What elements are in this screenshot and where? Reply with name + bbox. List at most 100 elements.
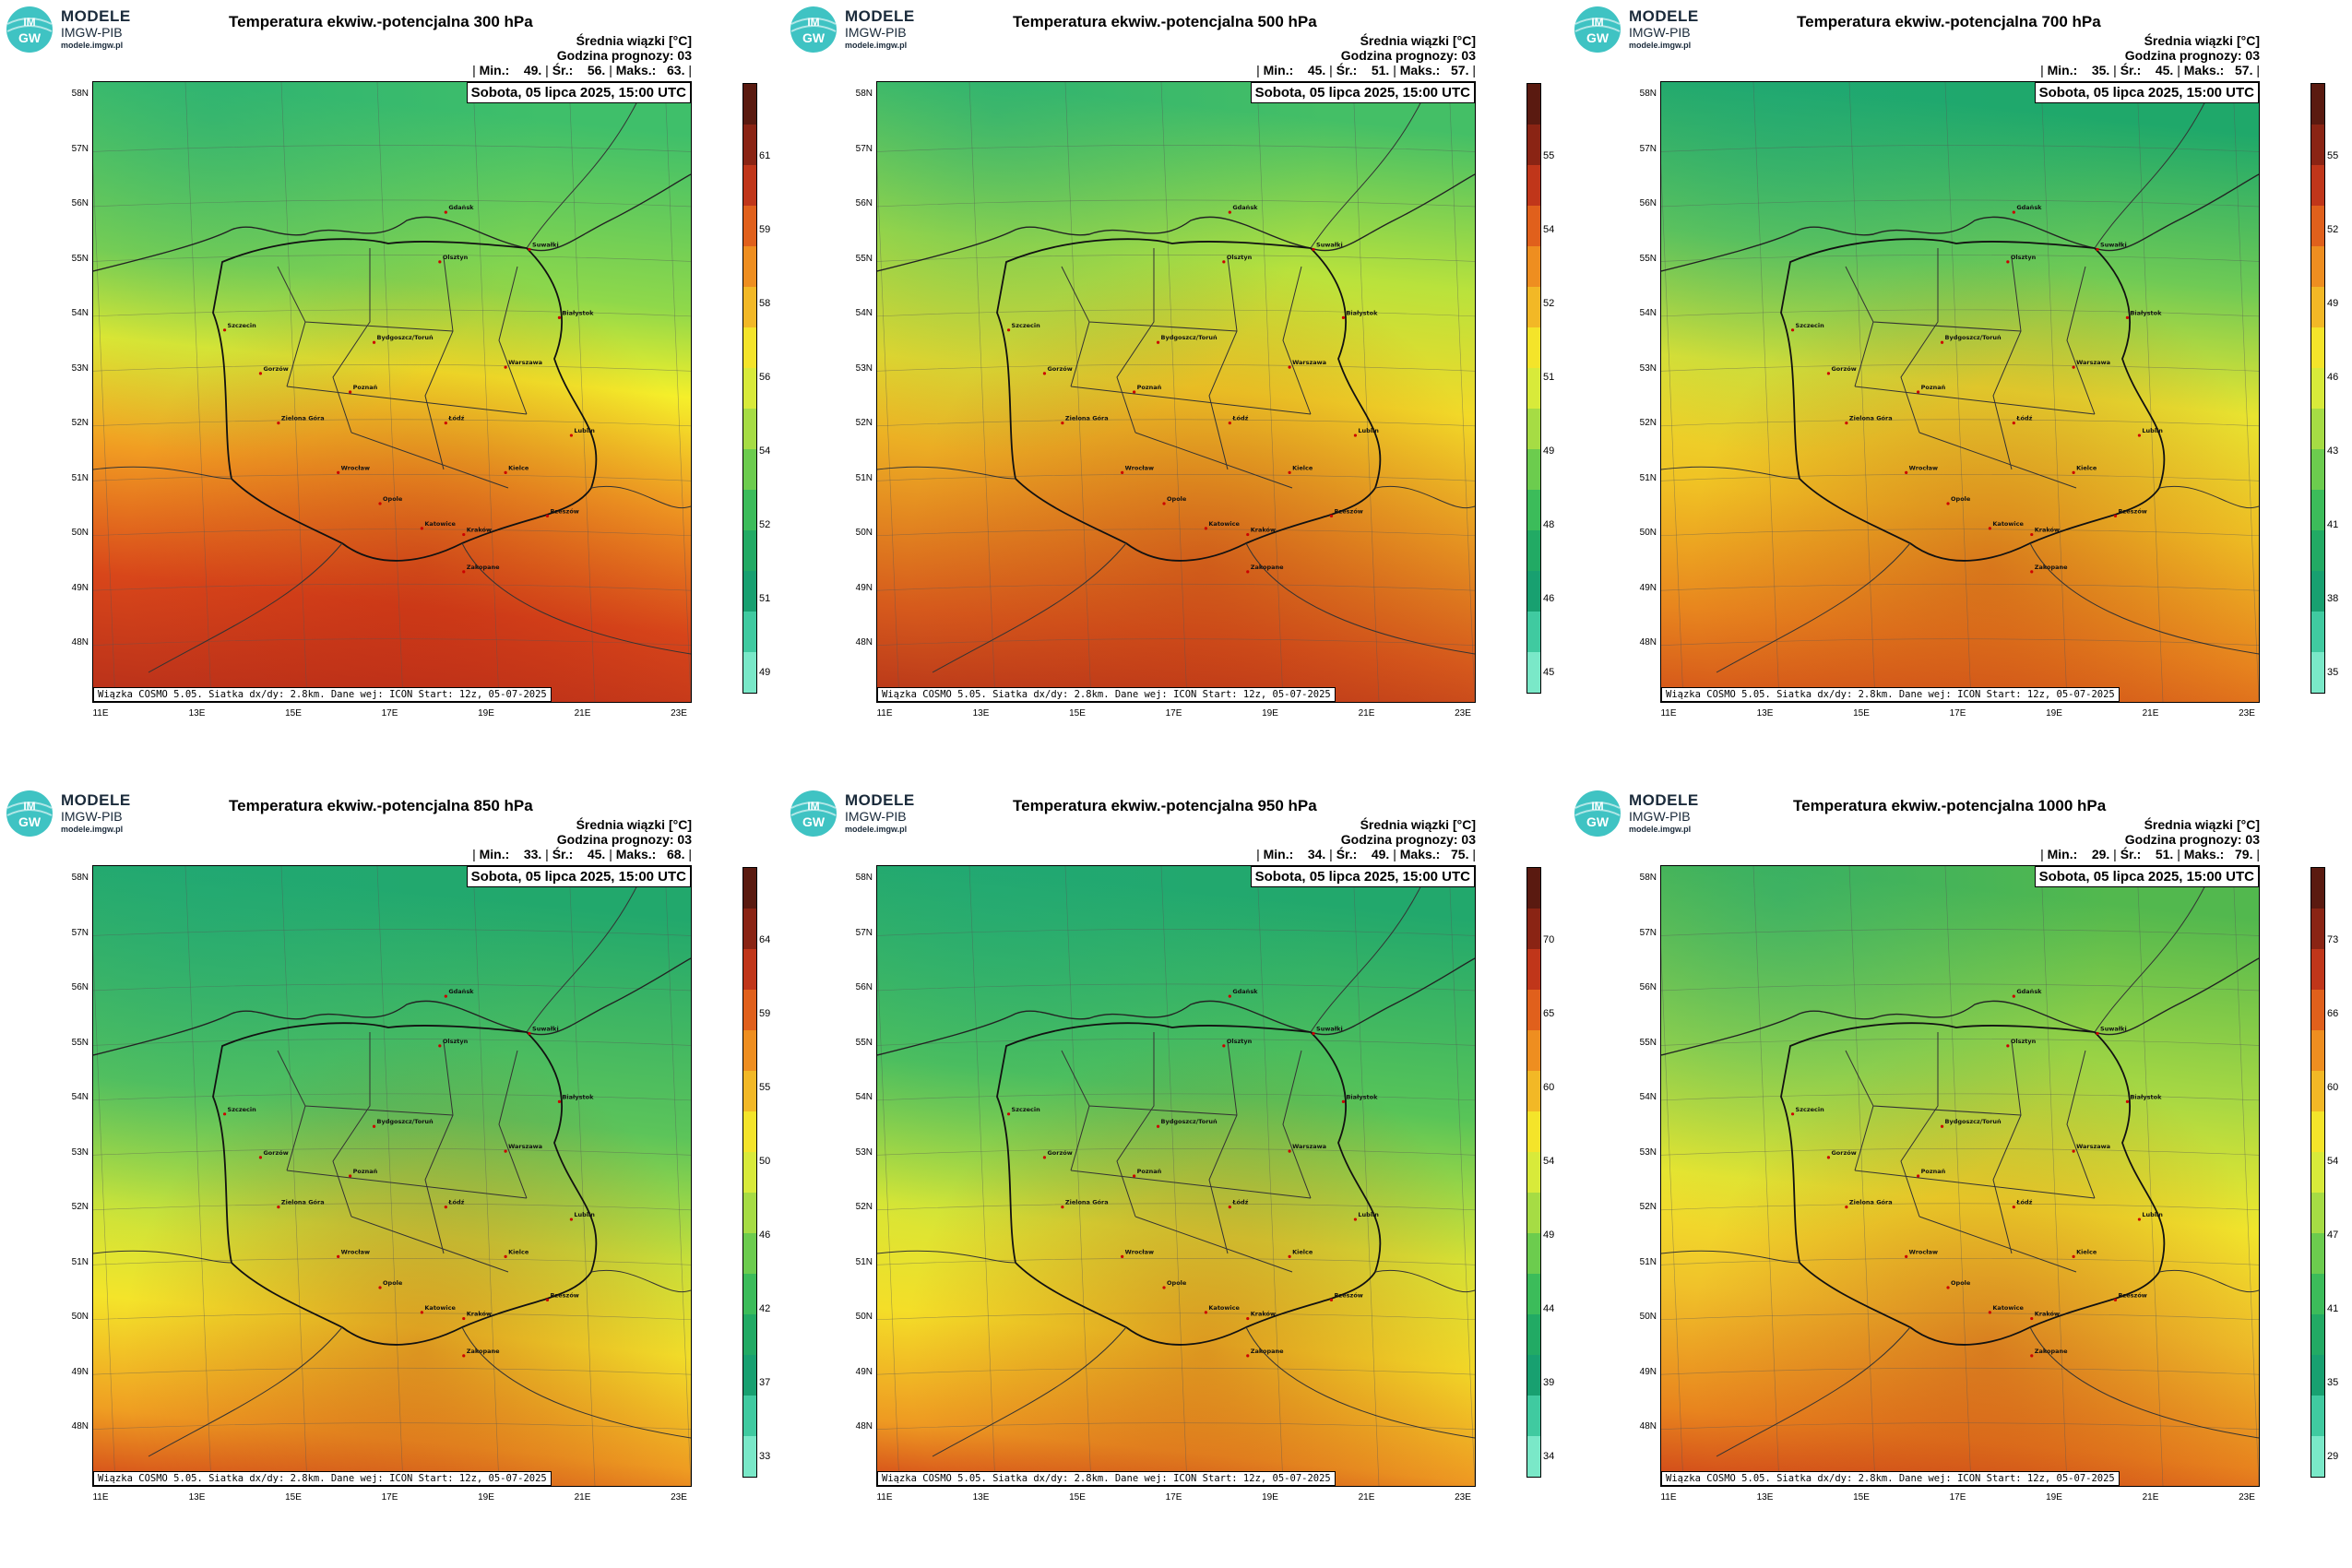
colorbar-label: 64 xyxy=(759,934,771,945)
graticule-line xyxy=(877,364,1475,372)
city-marker xyxy=(504,365,507,369)
colorbar-label: 52 xyxy=(2327,224,2339,235)
latitude-label: 50N xyxy=(71,528,89,538)
city-marker xyxy=(349,390,352,394)
panel-title: Temperatura ekwiw.-potencjalna 700 hPa xyxy=(1797,13,2101,30)
graticule-line xyxy=(877,929,1475,936)
longitude-label: 13E xyxy=(1756,708,1774,719)
city-marker xyxy=(1905,470,1908,474)
logo-mark: IM xyxy=(23,16,35,29)
imgw-logo-icon: IMGW xyxy=(790,6,837,53)
city-marker xyxy=(545,514,550,517)
city-label: Białystok xyxy=(1346,309,1378,316)
graticule-line xyxy=(1944,866,1972,1486)
city-label: Gdańsk xyxy=(448,988,474,995)
colorbar xyxy=(742,83,757,694)
logo-mark: IM xyxy=(807,800,819,813)
latitude-label: 56N xyxy=(855,982,873,992)
city-marker xyxy=(1288,365,1291,369)
city-label: Opole xyxy=(1167,495,1187,503)
city-marker xyxy=(1905,1254,1908,1258)
city-marker xyxy=(569,1218,574,1221)
city-label: Poznań xyxy=(1137,384,1162,391)
map-canvas: Gdańsk Olsztyn Suwałki Szczecin Bydgoszcz/To… xyxy=(92,865,692,1487)
city-marker xyxy=(1006,328,1011,332)
graticule-line xyxy=(93,947,116,1486)
city-label: Bydgoszcz/Toruń xyxy=(377,1118,434,1125)
city-label: Lublin xyxy=(2142,427,2163,434)
city-label: Olsztyn xyxy=(1227,1038,1253,1045)
colorbar-segment xyxy=(743,1030,756,1072)
latitude-label: 57N xyxy=(71,143,89,154)
graticule-line xyxy=(2040,866,2068,1486)
city-label: Białystok xyxy=(2130,309,2162,316)
city-marker xyxy=(1312,247,1315,252)
latitude-label: 53N xyxy=(1639,1146,1657,1158)
city-marker xyxy=(2072,470,2075,474)
city-marker xyxy=(504,470,507,474)
colorbar xyxy=(1526,867,1541,1478)
colorbar-segment xyxy=(2311,1355,2324,1396)
colorbar-label: 49 xyxy=(1543,445,1555,457)
colorbar-label: 73 xyxy=(2327,934,2339,945)
city-label: Suwałki xyxy=(2100,1025,2127,1032)
city-marker xyxy=(2030,1316,2034,1321)
logo-text: modele.imgw.pl xyxy=(1629,41,1692,50)
colorbar-segment xyxy=(1527,1314,1540,1356)
city-marker xyxy=(2030,1354,2034,1358)
colorbar-segment xyxy=(2311,490,2324,531)
latitude-label: 48N xyxy=(71,637,89,647)
colorbar-segment xyxy=(743,612,756,653)
colorbar-label: 52 xyxy=(1543,298,1555,309)
colorbar-segment xyxy=(2311,1233,2324,1275)
city-marker xyxy=(462,532,466,537)
colorbar-segment xyxy=(743,1396,756,1437)
country-borders xyxy=(93,866,691,1457)
logo-mark: GW xyxy=(1586,30,1610,45)
city-label: Kraków xyxy=(467,1311,492,1318)
graticule-line xyxy=(968,866,996,1486)
graticule-line xyxy=(1661,1148,2259,1156)
city-marker xyxy=(2030,532,2034,537)
colorbar-segment xyxy=(743,368,756,410)
graticule-line xyxy=(93,638,691,646)
city-label: Poznań xyxy=(353,384,378,391)
longitude-label: 13E xyxy=(972,708,990,719)
latitude-label: 49N xyxy=(71,1366,89,1377)
city-marker xyxy=(557,315,562,319)
city-label: Gdańsk xyxy=(2016,204,2042,211)
colorbar-segment xyxy=(743,530,756,572)
colorbar-label: 61 xyxy=(759,150,771,161)
region-borders xyxy=(1845,1032,2096,1273)
latitude-label: 58N xyxy=(71,873,89,883)
country-borders xyxy=(93,82,691,673)
graticule-line xyxy=(1661,163,1684,702)
city-marker xyxy=(277,1206,280,1209)
latitude-label: 54N xyxy=(855,308,873,318)
latitude-label: 52N xyxy=(1639,418,1657,428)
graticule-line xyxy=(376,82,404,702)
longitude-label: 11E xyxy=(92,708,109,719)
colorbar-label: 44 xyxy=(1543,1303,1555,1314)
colorbar-label: 35 xyxy=(2327,1377,2339,1388)
colorbar-label: 60 xyxy=(1543,1082,1555,1093)
latitude-label: 52N xyxy=(1639,1202,1657,1212)
city-label: Bydgoszcz/Toruń xyxy=(1161,334,1218,341)
city-label: Lublin xyxy=(2142,1211,2163,1218)
colorbar-segment xyxy=(1527,909,1540,950)
city-label: Bydgoszcz/Toruń xyxy=(1945,334,2002,341)
city-marker xyxy=(372,340,376,344)
colorbar-segment xyxy=(743,949,756,991)
graticule-line xyxy=(1661,1367,2259,1375)
colorbar-label: 47 xyxy=(2327,1229,2339,1241)
city-label: Szczecin xyxy=(1796,322,1825,329)
longitude-label: 11E xyxy=(876,1492,893,1503)
longitude-label: 19E xyxy=(1262,708,1278,719)
map-canvas: Gdańsk Olsztyn Suwałki Szczecin Bydgoszcz/To… xyxy=(876,81,1476,703)
colorbar-segment xyxy=(2311,1274,2324,1315)
city-marker xyxy=(222,328,227,332)
ensemble-mean-label: Średnia wiązki [°C] xyxy=(2144,33,2260,48)
colorbar-segment xyxy=(743,449,756,491)
city-label: Lublin xyxy=(1358,427,1379,434)
latitude-label: 55N xyxy=(1639,253,1657,264)
